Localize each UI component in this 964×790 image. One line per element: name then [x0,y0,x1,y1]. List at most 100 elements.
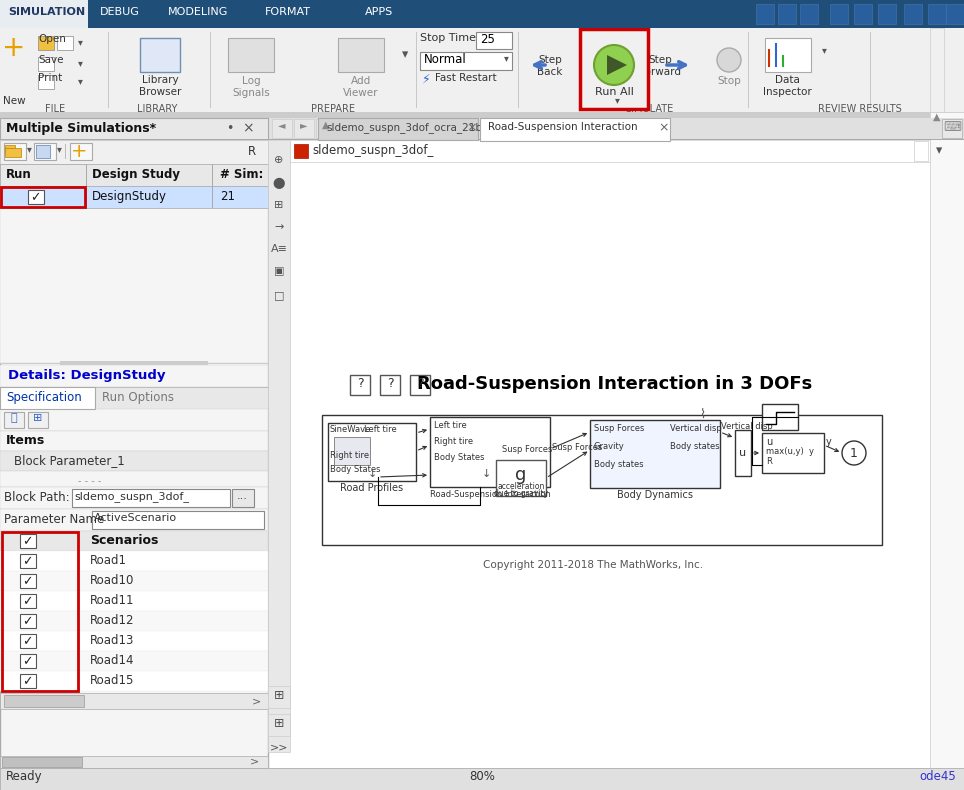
Text: PREPARE: PREPARE [311,104,355,114]
Text: Road10: Road10 [90,574,134,587]
Text: Road Profiles: Road Profiles [340,483,404,493]
Text: Road-Suspension Interaction in 3 DOFs: Road-Suspension Interaction in 3 DOFs [417,375,813,393]
Bar [350,375,370,395]
Text: ActiveScenario: ActiveScenario [94,513,177,523]
Bar [778,4,796,24]
Text: ?: ? [387,377,393,390]
Bar [800,4,818,24]
Text: Vertical disp: Vertical disp [721,422,773,431]
Bar [268,686,290,708]
Text: Right tire: Right tire [330,451,369,460]
Bar [0,0,88,28]
Bar [430,417,550,487]
Text: ?: ? [357,377,363,390]
Text: Body States: Body States [434,453,485,462]
Bar [0,671,268,691]
Bar [756,4,774,24]
Bar [38,36,54,50]
Text: ▲: ▲ [933,112,941,122]
Text: ✓: ✓ [22,595,33,608]
Text: ▾: ▾ [504,53,509,63]
Bar [5,148,21,157]
Bar [748,32,749,108]
Bar [0,139,964,140]
Text: ✓: ✓ [22,675,33,688]
Text: SineWave: SineWave [330,425,371,434]
Text: 21: 21 [220,190,235,203]
Text: ?: ? [416,377,423,390]
Bar [20,594,36,608]
Bar [0,363,268,364]
Bar [0,28,964,118]
Bar [57,36,73,50]
Text: g: g [516,466,526,484]
Text: Susp Forces: Susp Forces [502,445,552,454]
Bar [210,32,211,108]
Bar [416,32,417,108]
Text: ×: × [466,121,476,134]
Bar [518,32,519,108]
Text: ▾: ▾ [57,144,62,154]
Bar [854,4,872,24]
Bar [272,119,292,138]
Bar [750,2,960,26]
Text: ▾: ▾ [402,48,408,62]
Text: ↓: ↓ [367,469,377,479]
Text: ✓: ✓ [22,555,33,568]
Text: Data
Inspector: Data Inspector [763,75,812,96]
Text: ⌇: ⌇ [699,408,705,421]
Bar [228,38,274,72]
Bar [2,532,78,691]
Bar [0,551,268,571]
Text: ✓: ✓ [22,635,33,648]
Text: SIMULATION: SIMULATION [8,7,85,17]
Bar [2,757,82,767]
Text: Add
Viewer: Add Viewer [343,76,379,98]
Bar [762,404,798,430]
Text: sldemo_suspn_3dof_: sldemo_suspn_3dof_ [74,491,189,502]
Text: Road14: Road14 [90,654,135,667]
Text: Open: Open [38,34,66,44]
Bar [20,634,36,648]
Text: ...: ... [237,491,248,501]
Text: •: • [226,122,233,135]
Text: Right tire: Right tire [434,437,473,446]
Bar [20,654,36,668]
Text: Specification: Specification [6,391,82,404]
Text: Print: Print [38,73,63,83]
Bar [20,554,36,568]
Bar [480,118,670,141]
Text: Scenarios: Scenarios [90,534,158,547]
Text: Vertical disp: Vertical disp [670,424,722,433]
Bar [322,415,882,545]
Bar [0,365,268,387]
Text: ►: ► [300,120,308,130]
Text: Left tire: Left tire [434,421,467,430]
Bar [108,32,109,108]
Text: ↓: ↓ [481,469,491,479]
Bar [0,571,268,591]
Bar [735,430,751,476]
Bar [20,614,36,628]
Bar [334,437,370,465]
Bar [0,651,268,671]
Text: ▾: ▾ [78,76,83,86]
Bar [268,714,290,736]
Text: Susp Forces: Susp Forces [552,443,602,452]
Text: ◄: ◄ [279,120,285,130]
Bar [0,387,95,409]
Bar [220,33,282,103]
Text: SIMULATE: SIMULATE [626,104,674,114]
Text: Road11: Road11 [90,594,135,607]
Text: Log
Signals: Log Signals [232,76,270,98]
Text: Step
Forward: Step Forward [639,55,681,77]
Text: □: □ [274,290,284,300]
Text: Run Options: Run Options [102,391,174,404]
Bar [212,186,213,208]
Bar [0,208,268,363]
Bar [0,118,964,140]
Bar [294,119,314,138]
Circle shape [717,48,741,72]
Bar [294,144,308,158]
Bar [496,460,546,496]
